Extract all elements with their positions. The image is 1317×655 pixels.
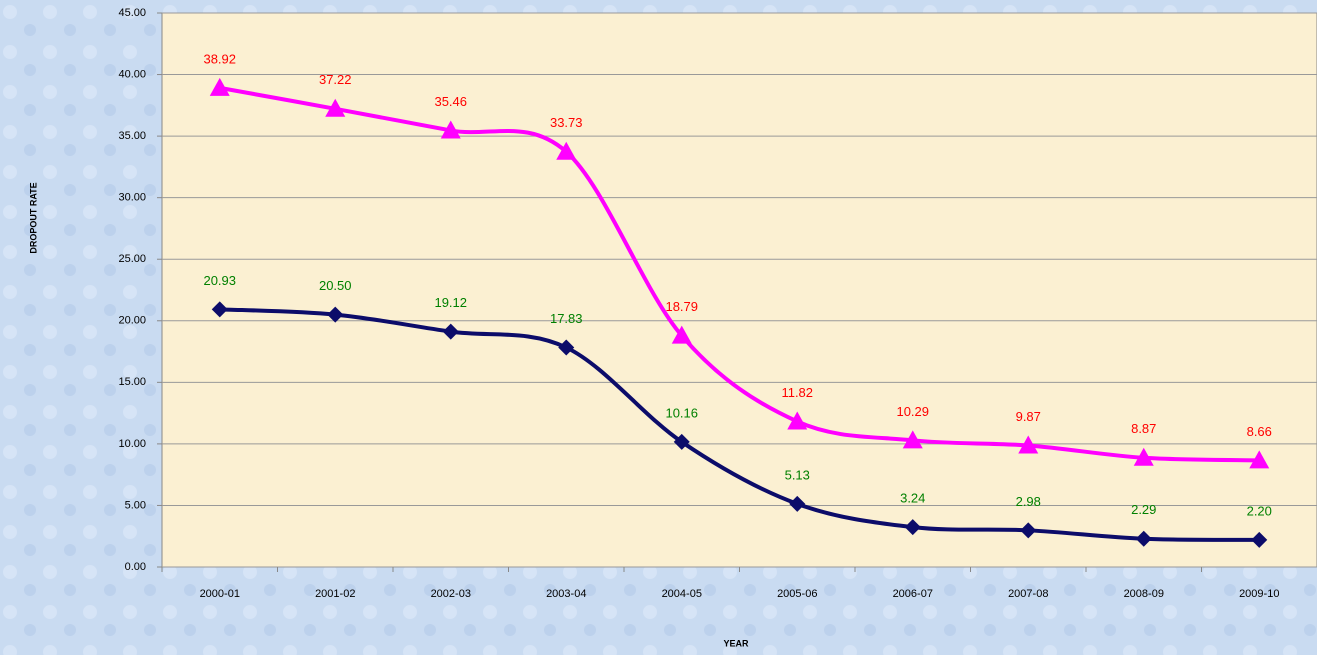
data-label: 11.82 [781, 385, 813, 400]
y-tick-label: 30.00 [118, 192, 146, 204]
plot-area [161, 12, 1317, 568]
data-label: 2.98 [1016, 494, 1041, 509]
marker [1249, 450, 1270, 469]
marker [325, 98, 346, 117]
data-label: 8.87 [1131, 421, 1156, 436]
y-tick-label: 20.00 [118, 315, 146, 327]
data-label: 3.24 [900, 491, 925, 506]
series-line [219, 307, 1260, 542]
x-tick-label: 2002-03 [431, 588, 471, 600]
y-tick-label: 15.00 [118, 376, 146, 388]
y-tick-label: 10.00 [118, 438, 146, 450]
data-label: 5.13 [785, 467, 810, 482]
marker [211, 301, 228, 318]
marker [1020, 522, 1037, 539]
x-tick-label: 2005-06 [777, 588, 817, 600]
y-tick-label: 40.00 [118, 68, 146, 80]
marker [671, 325, 692, 344]
marker [902, 430, 923, 449]
data-label: 10.29 [896, 404, 929, 419]
marker [1251, 531, 1268, 548]
x-tick-label: 2009-10 [1239, 588, 1279, 600]
x-tick-label: 2008-09 [1124, 588, 1164, 600]
marker [442, 323, 459, 340]
marker [558, 339, 575, 356]
marker [556, 141, 577, 160]
y-axis-title: DROPOUT RATE [28, 182, 38, 253]
marker [209, 77, 230, 96]
marker [787, 411, 808, 430]
y-tick-label: 35.00 [118, 130, 146, 142]
x-tick-label: 2000-01 [200, 588, 240, 600]
data-label: 20.93 [203, 273, 236, 288]
data-label: 2.29 [1131, 502, 1156, 517]
marker [673, 433, 690, 450]
x-tick-label: 2004-05 [662, 588, 702, 600]
data-label: 18.79 [665, 299, 698, 314]
data-label: 2.20 [1247, 503, 1272, 518]
x-tick-label: 2001-02 [315, 588, 355, 600]
x-tick-label: 2006-07 [893, 588, 933, 600]
y-tick-label: 5.00 [125, 499, 146, 511]
series-line [219, 85, 1260, 463]
y-tick-label: 25.00 [118, 253, 146, 265]
data-label: 19.12 [434, 295, 467, 310]
data-label: 33.73 [550, 115, 583, 130]
data-label: 8.66 [1247, 424, 1272, 439]
marker [327, 306, 344, 323]
x-tick-label: 2007-08 [1008, 588, 1048, 600]
y-tick-label: 0.00 [125, 561, 146, 573]
marker [1133, 447, 1154, 466]
data-label: 35.46 [434, 94, 467, 109]
x-tick-label: 2003-04 [546, 588, 586, 600]
marker [1135, 530, 1152, 547]
data-label: 9.87 [1016, 409, 1041, 424]
y-tick-label: 45.00 [118, 7, 146, 19]
x-axis-title: YEAR [723, 638, 749, 648]
data-label: 37.22 [319, 72, 352, 87]
data-label: 17.83 [550, 311, 583, 326]
marker [1018, 435, 1039, 454]
marker [789, 495, 806, 512]
marker [440, 120, 461, 139]
data-label: 10.16 [665, 405, 698, 420]
data-label: 38.92 [203, 51, 236, 66]
marker [904, 519, 921, 536]
data-label: 20.50 [319, 278, 352, 293]
